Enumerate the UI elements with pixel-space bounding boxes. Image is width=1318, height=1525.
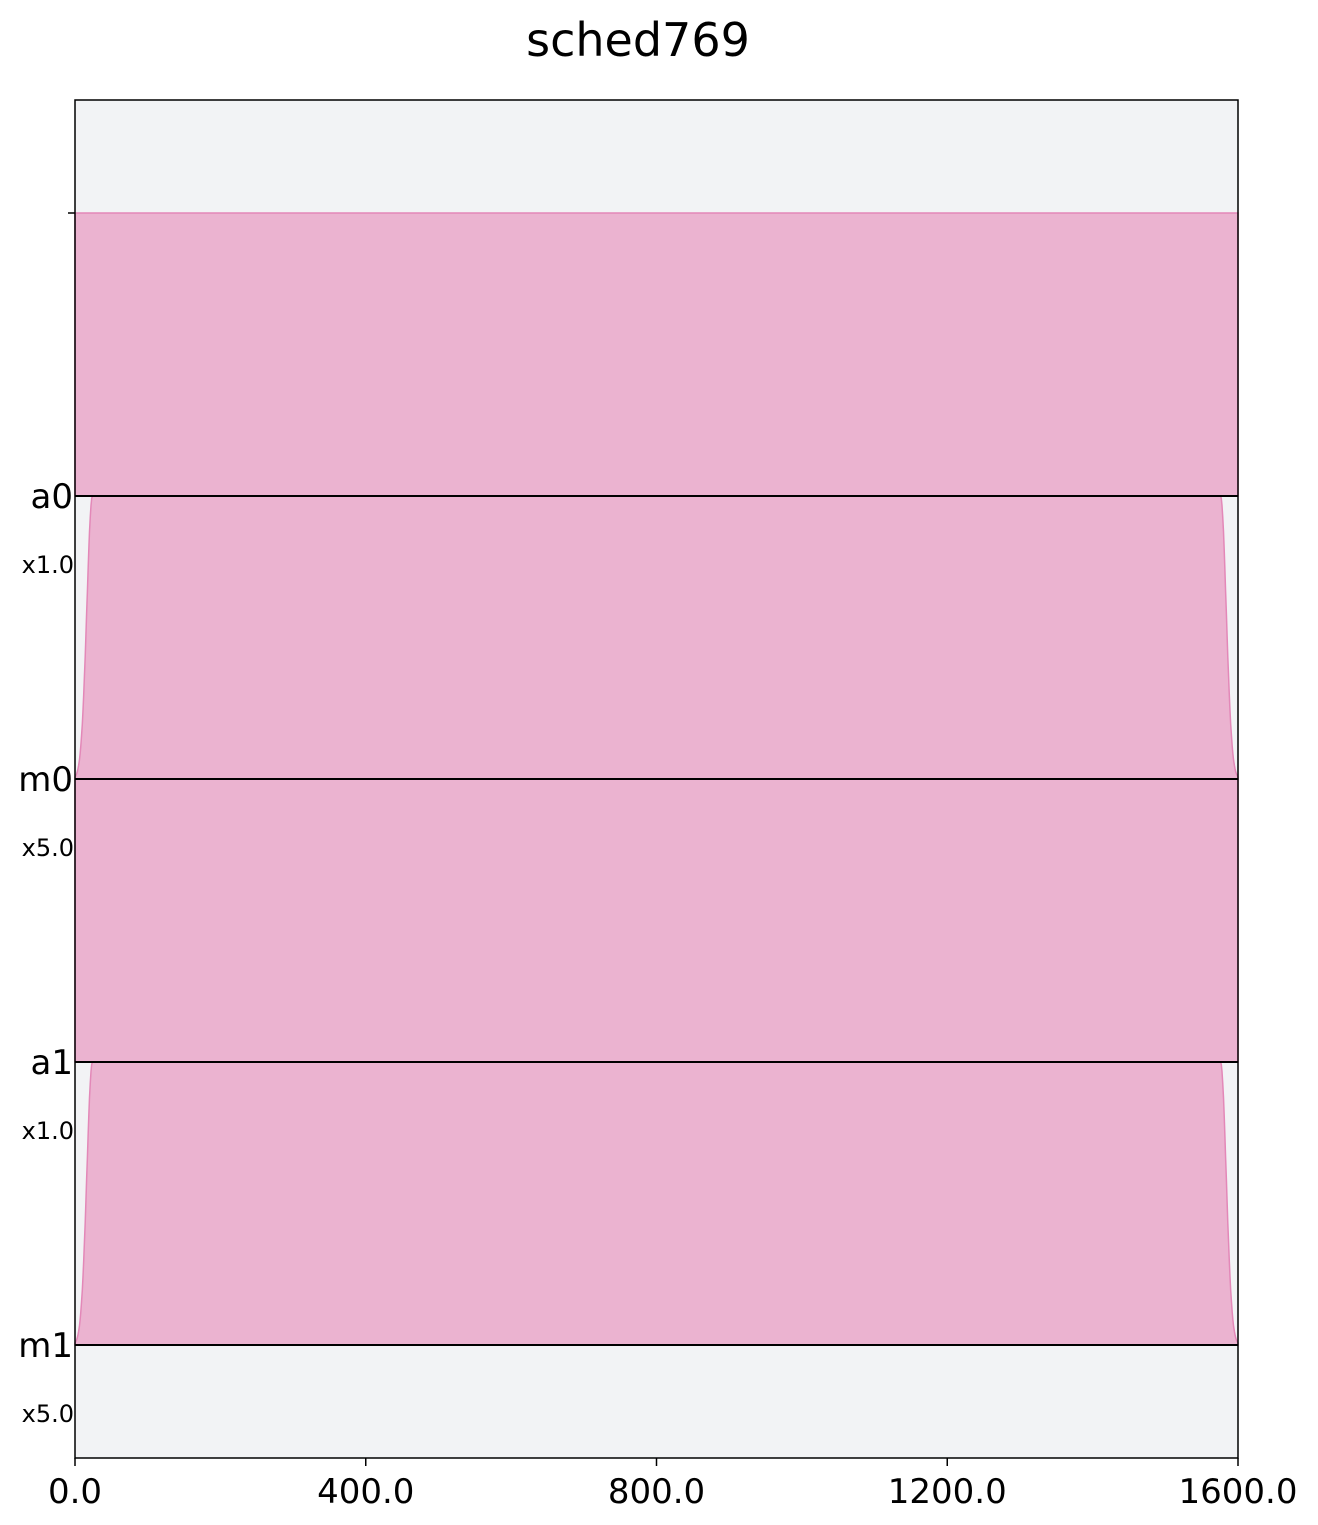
channel-label-m1: m1	[18, 1326, 73, 1366]
channel-label-m0: m0	[18, 760, 73, 800]
channel-scale-a1: x1.0	[22, 1117, 74, 1145]
baseline-layer	[75, 495, 1238, 1346]
x-tick-label: 1200.0	[888, 1472, 1007, 1512]
pulse-layer	[74, 212, 1239, 1346]
channel-labels: a0 x1.0 m0 x5.0 a1 x1.0 m1 x5.0	[18, 477, 74, 1428]
pulse-a1	[74, 778, 1239, 1063]
channel-scale-m1: x5.0	[22, 1400, 74, 1428]
channel-scale-m0: x5.0	[22, 834, 74, 862]
x-tick-label: 1600.0	[1179, 1472, 1298, 1512]
x-tick-label: 400.0	[317, 1472, 414, 1512]
pulse-m0	[74, 495, 1239, 780]
x-tick-label: 800.0	[608, 1472, 705, 1512]
x-axis: 0.0 400.0 800.0 1200.0 1600.0	[48, 1458, 1298, 1512]
pulse-a0	[74, 212, 1239, 497]
chart-title: sched769	[526, 13, 750, 67]
pulse-m1	[74, 1061, 1239, 1346]
x-tick-label: 0.0	[48, 1472, 102, 1512]
channel-scale-a0: x1.0	[22, 551, 74, 579]
channel-label-a0: a0	[31, 477, 73, 517]
channel-label-a1: a1	[31, 1043, 73, 1083]
